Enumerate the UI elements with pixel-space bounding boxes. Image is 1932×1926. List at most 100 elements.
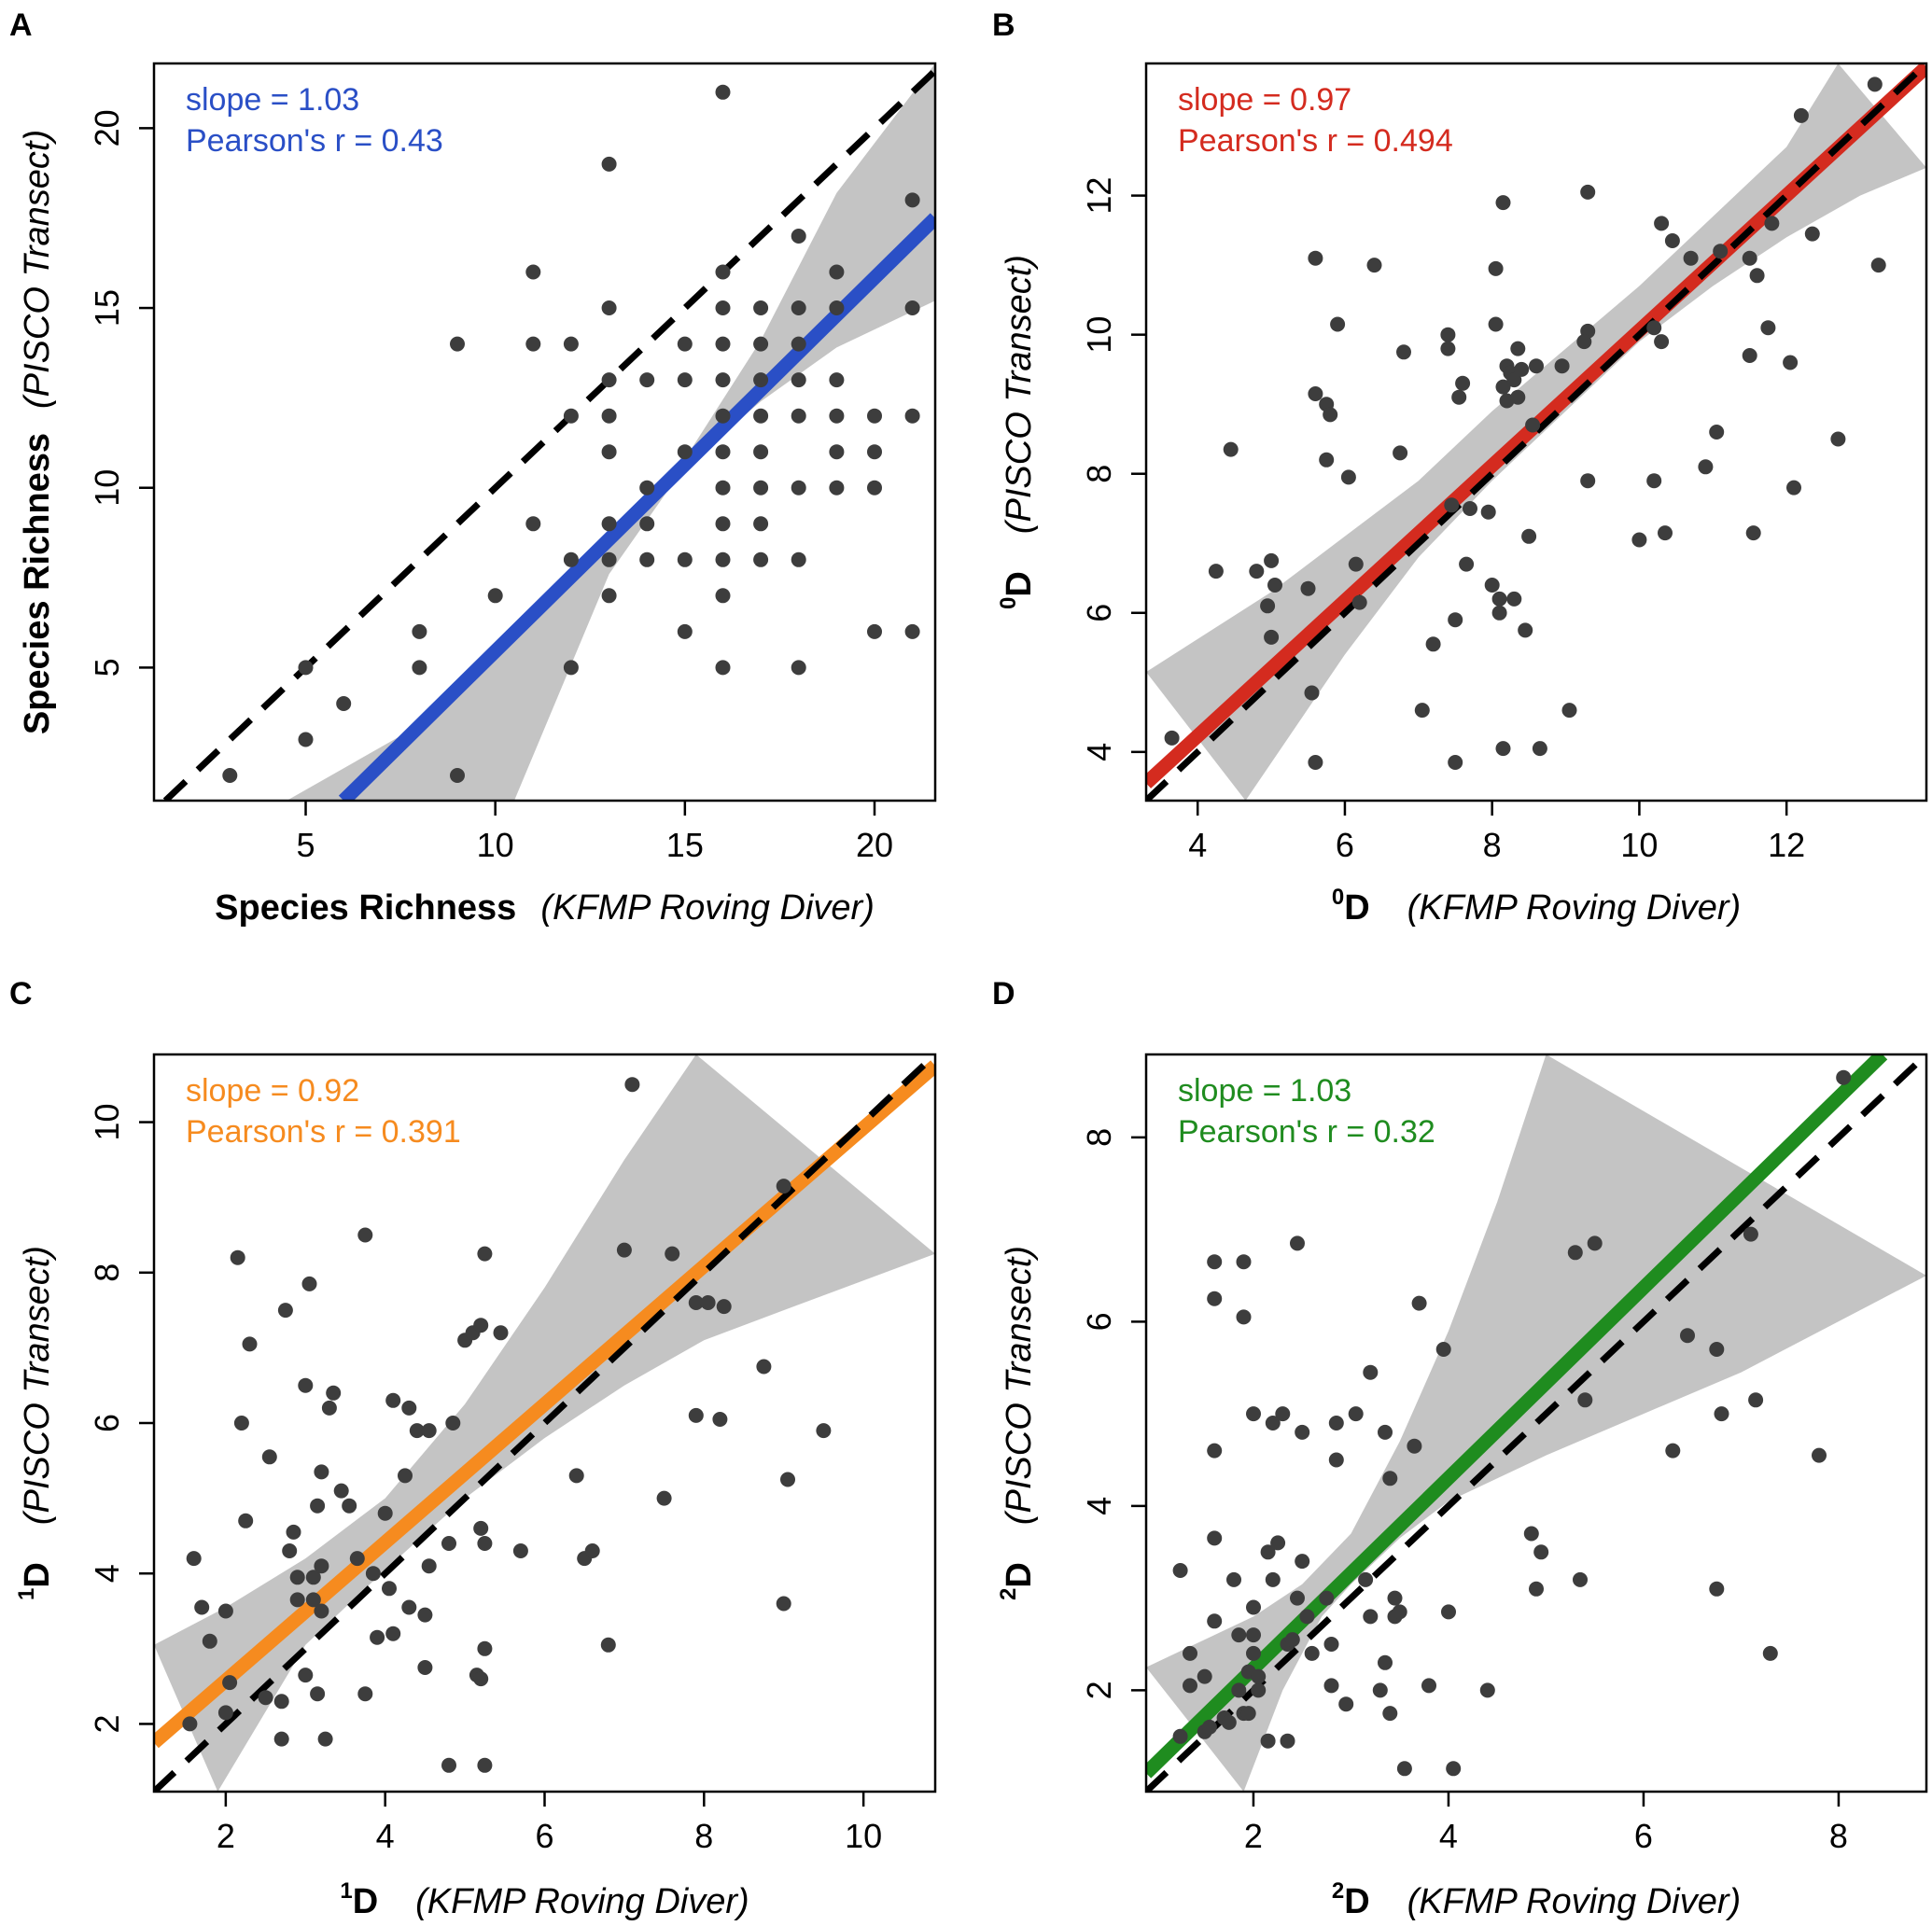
panel-letter-d: D [992,976,1015,1012]
panel-d-data-point [1529,1581,1544,1597]
panel-b-data-point [1491,605,1507,621]
panel-b-data-point [1208,564,1224,579]
panel-d-data-point [1577,1392,1593,1408]
panel-c-data-point [273,1731,289,1747]
panel-c-data-point [417,1607,433,1623]
panel-b: B 4 6 8 10 12 4 6 8 10 12 slope = 0.97 Pearson's r … [992,7,1928,928]
panel-a-data-point [677,623,693,639]
panel-b-data-point [1300,580,1316,596]
panel-d-data-point [1348,1406,1364,1422]
panel-a-data-point [677,551,693,567]
panel-c-data-point [417,1660,433,1675]
panel-b-data-point [1870,258,1886,273]
panel-b-data-point [1514,361,1530,377]
panel-d-data-point [1260,1544,1276,1560]
panel-c-data-point [385,1626,401,1641]
panel-c-data-point [301,1276,317,1291]
panel-c-slope-label: slope = 0.92 [186,1073,359,1109]
panel-d-pearson-label: Pearson's r = 0.32 [1178,1114,1435,1150]
panel-a-data-point [412,623,427,639]
panel-d-data-point [1407,1438,1422,1454]
panel-c-data-point [298,1377,314,1393]
panel-c-data-point [289,1592,305,1608]
panel-a-data-point [867,480,882,495]
panel-d-data-point [1246,1599,1261,1615]
panel-c-y-axis-label: 1D (PISCO Transect) [14,1246,57,1600]
panel-c-data-point [261,1449,277,1465]
panel-c-data-point [277,1303,293,1319]
panel-d-data-point [1299,1609,1315,1625]
panel-a-confidence-band [287,63,935,801]
panel-a-data-point [715,516,731,532]
panel-d-data-point [1323,1637,1339,1652]
panel-c-data-point [398,1468,413,1484]
panel-a-y-axis-label: Species Richness (PISCO Transect) [18,130,57,734]
panel-b-data-point [1745,525,1761,541]
panel-c-data-point [349,1551,365,1567]
panel-a-data-point [715,300,731,315]
panel-b-data-point [1664,233,1680,248]
panel-b-data-point [1532,741,1547,757]
panel-b-data-point [1506,372,1522,388]
panel-a-x-axis-label-main: Species Richness [215,888,516,928]
panel-a-data-point [829,372,845,388]
panel-b-data-point [1580,473,1596,489]
panel-c-data-point [202,1633,217,1649]
panel-d-data-point [1172,1563,1188,1578]
panel-c-data-point [314,1464,329,1480]
panel-c-data-point [512,1543,528,1558]
panel-d-regression-line [1146,1054,1888,1779]
panel-b-y-axis-label-main: D [1000,571,1039,596]
panel-c-pearson-label: Pearson's r = 0.391 [186,1114,461,1150]
panel-c-data-point [242,1336,258,1352]
panel-a-data-point [336,696,352,711]
panel-c-x-tick-label: 10 [845,1817,882,1855]
panel-a-slope-label: slope = 1.03 [186,82,359,118]
panel-b-y-tick-label: 10 [1080,316,1118,354]
panel-c-x-axis-label-superscript: 1 [340,1878,352,1904]
panel-d-data-point [1290,1590,1305,1606]
panel-b-x-tick-label: 10 [1620,826,1658,864]
panel-d-y-axis-label-superscript: 2 [996,1588,1021,1600]
panel-c-data-point [298,1668,314,1683]
panel-a-data-point [563,336,579,352]
panel-d-data-point [1226,1571,1241,1587]
panel-b-data-point [1830,431,1846,447]
panel-b-data-point [1480,504,1496,520]
panel-c-x-axis-label-italic: (KFMP Roving Diver) [415,1882,749,1921]
panel-a-data-point [791,408,806,424]
panel-b-data-point [1561,703,1577,719]
panel-b-data-point [1867,77,1883,92]
panel-b-data-point [1393,445,1408,461]
panel-b-data-point [1448,612,1463,628]
panel-b-data-point [1580,184,1596,200]
panel-a-frame [152,62,937,802]
panel-c-x-tick-label: 4 [376,1817,395,1855]
panel-b-data-point [1713,244,1729,259]
panel-d-data-point [1328,1416,1344,1431]
panel-c-data-point [477,1536,493,1551]
panel-a-y-axis-label-main: Species Richness [18,433,57,734]
panel-d-data-point [1265,1571,1281,1587]
panel-b-data-point [1414,703,1430,719]
panel-d-y-axis-label-italic: (PISCO Transect) [1000,1246,1039,1525]
panel-c-data-point [616,1242,632,1258]
panel-c-x-axis-label-main: D [353,1882,378,1921]
panel-d-data-point [1270,1535,1286,1551]
panel-a-data-point [829,300,845,315]
panel-d-y-tick-label: 8 [1080,1128,1118,1147]
panel-b-data-point [1308,386,1323,401]
panel-b-data-point [1521,528,1537,544]
panel-a-data-point [601,444,617,460]
panel-c-data-point [441,1536,456,1551]
panel-a-data-point [601,588,617,604]
panel-c-data-point [258,1690,273,1706]
panel-c-data-point [310,1686,326,1702]
panel-b-data-point [1455,375,1471,391]
panel-c-data-point [477,1757,493,1773]
panel-d-data-point [1246,1645,1261,1661]
panel-c-data-point [182,1716,198,1732]
panel-b-data-point [1491,591,1507,607]
panel-b-data-point [1683,250,1699,266]
panel-c-x-axis-label: 1D (KFMP Roving Diver) [340,1878,749,1921]
